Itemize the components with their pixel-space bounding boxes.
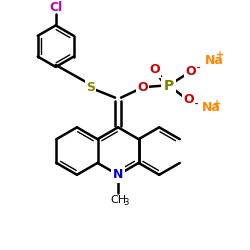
Text: −: − [192,63,201,73]
Text: +: + [213,98,221,108]
Text: S: S [86,81,95,94]
Text: Na: Na [202,101,221,114]
Text: Na: Na [205,54,224,66]
Text: +: + [216,50,224,60]
Text: P: P [164,79,174,93]
Text: −: − [190,98,199,108]
Text: O: O [185,66,196,78]
Text: N: N [113,168,123,181]
Text: O: O [138,81,148,94]
Text: 3: 3 [123,198,129,206]
Text: Cl: Cl [49,1,62,14]
Text: CH: CH [110,194,126,204]
Text: O: O [183,93,194,106]
Text: O: O [149,64,160,76]
